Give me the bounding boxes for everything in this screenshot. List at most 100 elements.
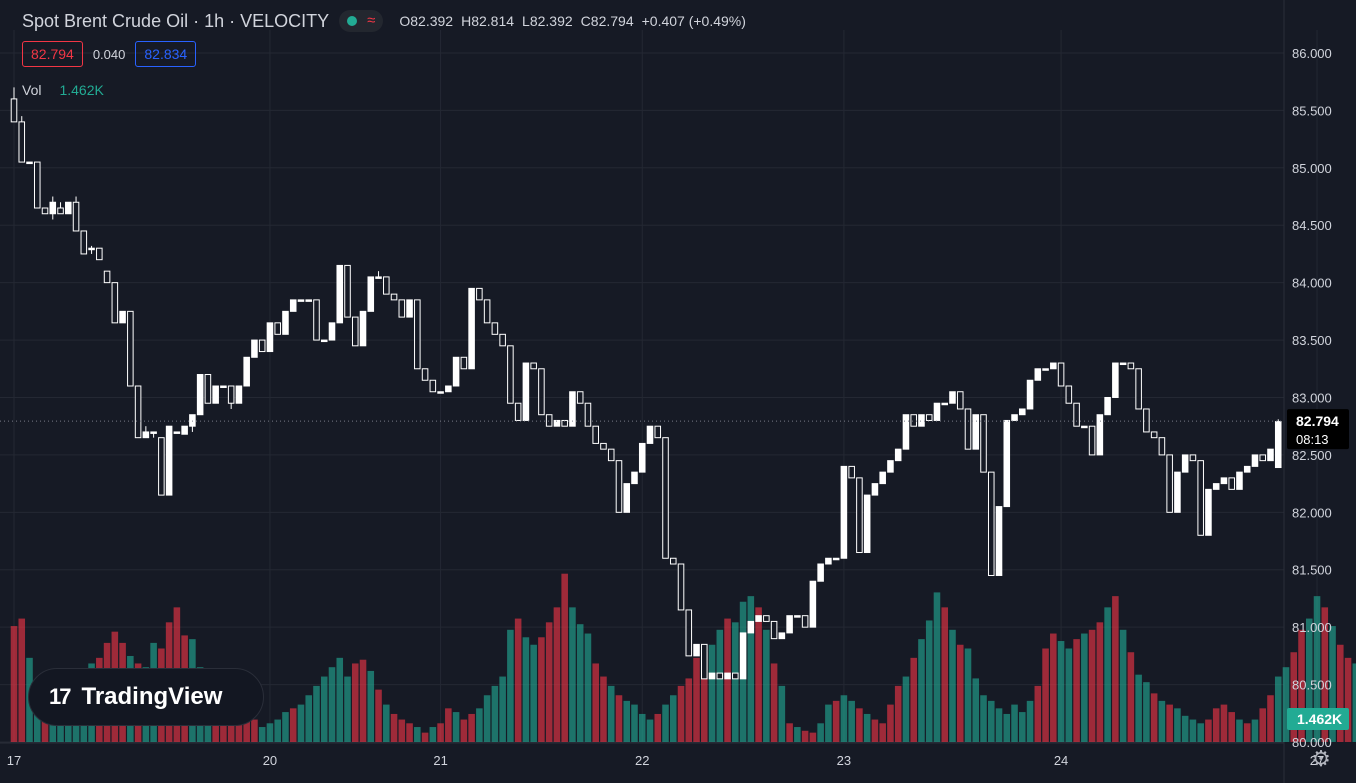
candle-body [1212,483,1220,490]
volume-bar [1042,648,1049,742]
candle-body [1150,431,1158,439]
candle-body [274,322,281,335]
candle-body [181,425,188,435]
candle-body [677,563,685,611]
buy-button[interactable]: 82.834 [135,41,197,67]
candle-body [266,322,274,353]
volume-bar [1127,652,1135,742]
open-value: 82.392 [410,13,454,29]
close-label: C [580,13,591,29]
candle-body [103,270,111,284]
status-pill[interactable]: ≈ [339,10,384,32]
candle-body [856,477,863,554]
volume-bar [956,644,964,742]
volume-bar [1212,708,1220,742]
last-price-tag [1287,409,1349,450]
candle-body [111,282,119,324]
candle-body [732,672,739,680]
volume-bar [351,663,359,742]
last-volume-label: 1.462K [1297,711,1342,727]
wave-icon: ≈ [367,12,376,29]
price-axis[interactable]: 86.000 85.500 85.000 84.500 84.000 83.500 83.0… [1292,46,1332,750]
candle-body [1228,477,1235,490]
volume-bar [1329,626,1336,742]
price-tick-label: 80.000 [1292,735,1332,750]
settings-gear-icon[interactable]: ⚙ [1311,746,1331,771]
volume-bar [1096,622,1104,742]
price-markers: 82.794 08:13 1.462K [0,409,1349,730]
candle-body [212,385,219,404]
candle-body [584,402,592,427]
candle-body [770,620,778,640]
candle-body [320,339,328,343]
volume-bar [693,657,700,742]
volume-bar [1050,633,1057,742]
candle-body [708,672,716,680]
tradingview-logo[interactable]: 17 TradingView [28,668,264,726]
candle-body [1096,414,1104,456]
candle-body [949,391,956,404]
candle-body [522,362,530,421]
candle-body [1205,488,1212,536]
volume-bar [724,618,731,742]
volume-bar [1026,700,1034,742]
candle-body [1057,362,1065,387]
candle-body [724,672,731,680]
candle-body [615,460,623,513]
candle-body [910,414,917,427]
candle-body [367,276,375,312]
volume-bar [476,708,483,742]
sell-button[interactable]: 82.794 [22,41,83,67]
volume-bar [297,704,305,742]
volume-legend[interactable]: Vol 1.462K [22,82,104,98]
time-axis[interactable]: 1720212223242728 [7,753,1356,768]
candle-body [1073,402,1080,427]
candle-body [80,230,88,255]
volume-bar [1236,719,1243,742]
candle-body [88,247,95,251]
volume-bar [879,723,886,742]
volume-bar [825,704,832,742]
symbol-title[interactable]: Spot Brent Crude Oil · 1h · VELOCITY [22,10,330,31]
candle-body [662,437,669,559]
candle-body [902,414,910,450]
volume-value: 1.462K [59,82,104,98]
candle-body [26,161,33,165]
candle-body [204,374,212,404]
candle-body [716,672,724,680]
candle-body [1220,477,1228,485]
candle-body [755,615,762,622]
volume-bar [638,713,646,742]
volume-bar [1290,652,1298,742]
candle-body [41,207,49,215]
volume-bar [1174,708,1181,742]
volume-bar [980,695,987,742]
candle-body [894,448,902,462]
volume-bar [553,607,561,742]
candle-body [1065,385,1073,404]
candle-body [840,465,848,559]
price-tick-label: 81.500 [1292,563,1332,578]
candle-body [887,460,894,473]
candle-body [631,471,638,485]
volume-bar [794,727,801,742]
candle-body [786,615,793,634]
candle-body [390,293,398,301]
candle-body [328,322,336,341]
candle-body [452,356,460,387]
volume-bar [1321,607,1329,742]
high-value: 82.814 [471,13,515,29]
candle-body [514,402,522,421]
volume-bar [1065,648,1073,742]
volume-bar [1011,704,1018,742]
logo-text: TradingView [81,683,223,710]
volume-bar [623,700,631,742]
candle-body [1127,362,1135,370]
volume-bar [1282,667,1290,742]
volume-bar [383,704,390,742]
candle-body [623,483,631,513]
volume-bar [1119,629,1127,742]
candle-body [227,385,235,404]
